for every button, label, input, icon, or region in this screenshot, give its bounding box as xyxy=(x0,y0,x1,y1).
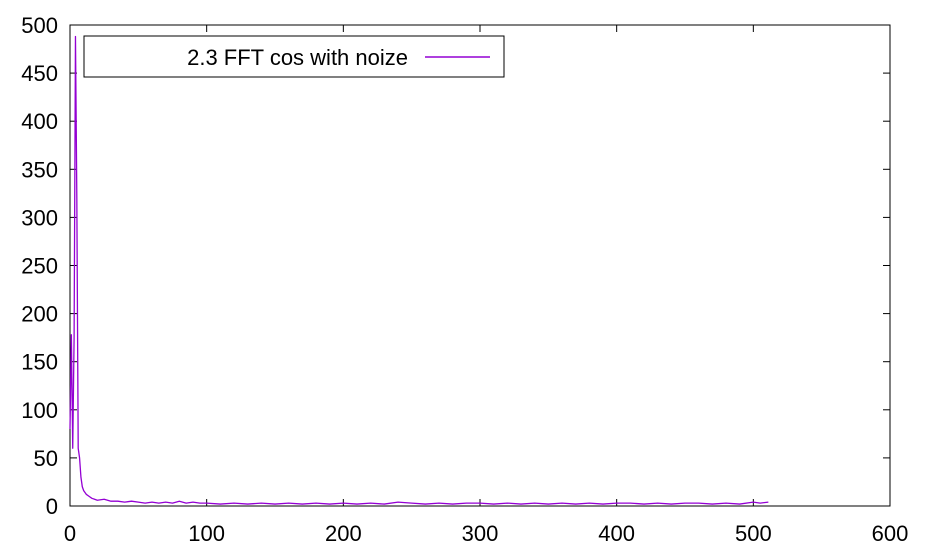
y-tick-label: 50 xyxy=(34,446,58,471)
x-tick-label: 0 xyxy=(64,521,76,546)
y-tick-label: 450 xyxy=(21,61,58,86)
y-tick-label: 200 xyxy=(21,302,58,327)
x-tick-labels: 0 100 200 300 400 500 600 xyxy=(64,521,908,546)
x-tick-label: 200 xyxy=(325,521,362,546)
plot-frame xyxy=(69,24,891,507)
y-tick-labels: 0 50 100 150 200 250 300 350 400 450 500 xyxy=(21,13,58,519)
legend-label: 2.3 FFT cos with noize xyxy=(187,45,408,70)
legend: 2.3 FFT cos with noize xyxy=(83,35,505,78)
x-tick-label: 400 xyxy=(598,521,635,546)
y-tick-label: 0 xyxy=(46,494,58,519)
series-line-0 xyxy=(69,35,769,505)
y-tick-label: 250 xyxy=(21,254,58,279)
y-tick-label: 100 xyxy=(21,398,58,423)
x-tick-label: 100 xyxy=(188,521,225,546)
x-tick-label: 300 xyxy=(462,521,499,546)
series-lines xyxy=(69,35,769,505)
x-tick-label: 600 xyxy=(872,521,909,546)
axis-ticks xyxy=(69,24,891,507)
y-tick-label: 300 xyxy=(21,205,58,230)
y-tick-label: 350 xyxy=(21,157,58,182)
x-tick-label: 500 xyxy=(735,521,772,546)
y-tick-label: 500 xyxy=(21,13,58,38)
y-tick-label: 150 xyxy=(21,350,58,375)
y-tick-label: 400 xyxy=(21,109,58,134)
